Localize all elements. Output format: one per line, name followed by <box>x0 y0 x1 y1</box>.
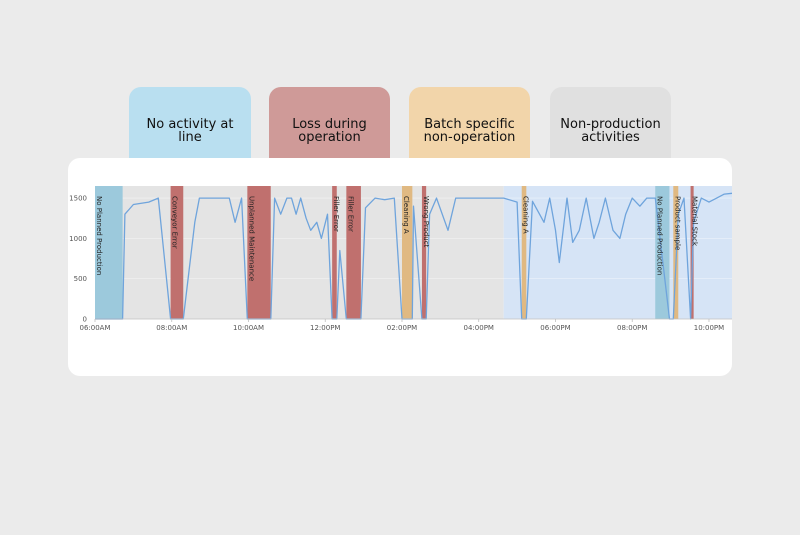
x-tick-label: 12:00PM <box>310 324 340 332</box>
chart-band-loss <box>332 186 337 319</box>
chart-band-loss <box>247 186 271 319</box>
x-tick-label: 08:00PM <box>617 324 647 332</box>
chart-band-loss <box>170 186 184 319</box>
band-label: Conveyor Error <box>171 196 179 249</box>
band-label: No Planned Production <box>95 196 103 275</box>
band-label: Cleaning A <box>522 196 530 234</box>
y-tick-label: 1000 <box>69 235 87 243</box>
x-tick-label: 08:00AM <box>156 324 187 332</box>
band-label: Filler Error <box>332 196 340 232</box>
x-tick-label: 02:00PM <box>387 324 417 332</box>
band-label: No Planned Production <box>655 196 663 275</box>
line-chart: 0 500 1000 1500 No Planned Production Conveyo… <box>69 186 732 332</box>
x-tick-label: 10:00AM <box>233 324 264 332</box>
legend-label-loss: Loss during operation <box>292 117 367 145</box>
x-tick-label: 06:00PM <box>540 324 570 332</box>
chart-band-batch <box>673 186 679 319</box>
legend-label-no-activity: No activity at line <box>146 117 234 145</box>
chart-band-loss <box>421 186 427 319</box>
y-tick-label: 500 <box>74 275 87 283</box>
chart-panel: 0 500 1000 1500 No Planned Production Conveyo… <box>68 158 732 376</box>
band-label: Cleaning A <box>402 196 410 234</box>
chart-region-non_production <box>95 186 504 319</box>
x-tick-label: 04:00PM <box>464 324 494 332</box>
chart-band-batch <box>521 186 527 319</box>
chart-band-loss <box>346 186 361 319</box>
band-label: Material Stock <box>691 196 699 247</box>
output-series-line <box>95 192 732 320</box>
legend-label-non-production: Non-production activities <box>560 117 661 145</box>
band-label: Product sample <box>673 196 681 250</box>
chart-band-no_activity <box>95 186 123 319</box>
x-tick-label: 06:00AM <box>79 324 110 332</box>
x-tick-label: 10:00PM <box>694 324 724 332</box>
legend-label-batch: Batch specific non-operation <box>423 117 516 145</box>
band-label: Unplanned Maintenance <box>247 196 255 281</box>
chart-region-highlight <box>503 186 732 319</box>
band-label: Wrong Product <box>422 196 430 248</box>
y-tick-label: 1500 <box>69 195 87 203</box>
chart-band-batch <box>401 186 413 319</box>
band-label: Filler Error <box>346 196 354 232</box>
y-tick-label: 0 <box>83 316 87 324</box>
